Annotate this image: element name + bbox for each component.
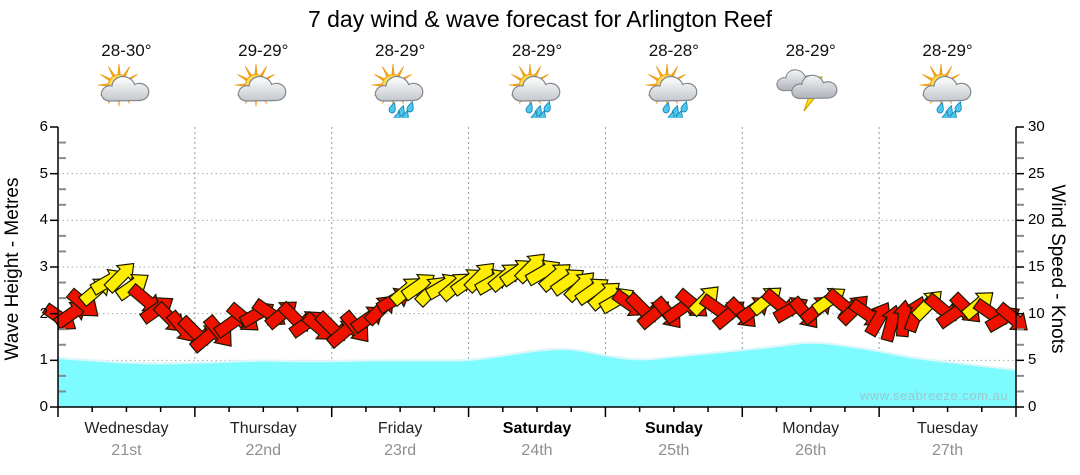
gridlines xyxy=(58,127,1016,407)
right-axis-tick-label: 20 xyxy=(1028,211,1045,229)
raindrop xyxy=(388,101,396,114)
left-axis-tick-label: 2 xyxy=(39,304,48,322)
day-date-label: 22nd xyxy=(245,442,282,459)
cloud-shape xyxy=(374,75,424,102)
day-name-label: Friday xyxy=(377,420,423,437)
watermark-text: www.seabreeze.com.au xyxy=(859,388,1008,403)
left-axis-title: Wave Height - Metres xyxy=(2,177,23,361)
axes-and-ticks xyxy=(50,126,1024,417)
day-name-label: Sunday xyxy=(644,420,703,437)
right-axis-tick-label: 25 xyxy=(1028,164,1045,182)
wave-area-fill xyxy=(58,342,1016,407)
chart-title: 7 day wind & wave forecast for Arlington… xyxy=(307,6,773,32)
wave-area-edge xyxy=(57,341,1017,371)
day-name-label: Saturday xyxy=(502,420,572,437)
cloud-shape xyxy=(238,75,287,102)
right-axis-tick-label: 30 xyxy=(1028,118,1045,135)
weather-icon-sun-cloud xyxy=(88,63,164,118)
left-axis-tick-label: 6 xyxy=(39,118,48,135)
raindrop xyxy=(543,100,551,113)
day-date-label: 24th xyxy=(521,442,553,459)
cloud-shape xyxy=(791,74,838,100)
wind-arrows xyxy=(41,253,1028,354)
wind-arrow xyxy=(892,299,916,338)
day-date-label: 21st xyxy=(111,442,142,459)
wind-arrow xyxy=(103,262,135,294)
day-date-label: 26th xyxy=(795,442,827,459)
left-axis-tick-label: 4 xyxy=(39,211,48,229)
weather-icon-sun-cloud-rain xyxy=(499,63,575,123)
weather-icon-sun-cloud-rain xyxy=(362,63,438,123)
day-temperature: 28-30° xyxy=(101,41,152,60)
raindrop xyxy=(936,101,944,114)
day-date-label: 27th xyxy=(931,442,964,459)
right-axis-title: Wind Speed - Knots xyxy=(1047,184,1068,354)
left-axis-tick-label: 5 xyxy=(39,164,48,182)
day-temperature: 28-29° xyxy=(785,41,836,60)
day-temperature: 28-29° xyxy=(375,41,426,60)
day-name-label: Tuesday xyxy=(917,420,978,437)
right-axis-tick-label: 10 xyxy=(1028,304,1045,322)
right-axis-tick-label: 15 xyxy=(1028,258,1045,275)
right-axis-tick-label: 0 xyxy=(1028,398,1037,415)
left-axis-tick-label: 3 xyxy=(39,258,48,275)
weather-icon-sun-cloud xyxy=(225,63,301,118)
raindrop xyxy=(406,100,414,113)
raindrop xyxy=(525,101,533,114)
day-date-label: 25th xyxy=(658,442,690,459)
day-temperature: 28-29° xyxy=(922,41,973,60)
day-name-label: Thursday xyxy=(229,420,297,437)
wave-height-area xyxy=(57,341,1017,407)
day-date-label: 23rd xyxy=(384,442,417,459)
day-temperature: 29-29° xyxy=(238,41,289,60)
cloud-shape xyxy=(511,75,561,102)
cloud-shape xyxy=(648,75,698,102)
raindrop xyxy=(680,100,688,113)
day-name-label: Wednesday xyxy=(84,420,169,437)
day-name-label: Monday xyxy=(782,420,840,437)
weather-icon-sun-cloud-rain xyxy=(910,63,986,123)
raindrop xyxy=(954,100,962,113)
right-axis-tick-label: 5 xyxy=(1028,351,1037,369)
cloud-shape xyxy=(101,75,150,102)
day-temperature: 28-28° xyxy=(648,41,699,60)
weather-icon-storm xyxy=(773,64,849,118)
cloud-shape xyxy=(922,75,971,102)
left-axis-tick-label: 0 xyxy=(39,398,48,415)
weather-icon-sun-cloud-rain xyxy=(636,63,712,123)
left-axis-tick-label: 1 xyxy=(39,351,48,369)
day-temperature: 28-29° xyxy=(511,41,563,60)
raindrop xyxy=(662,101,670,114)
